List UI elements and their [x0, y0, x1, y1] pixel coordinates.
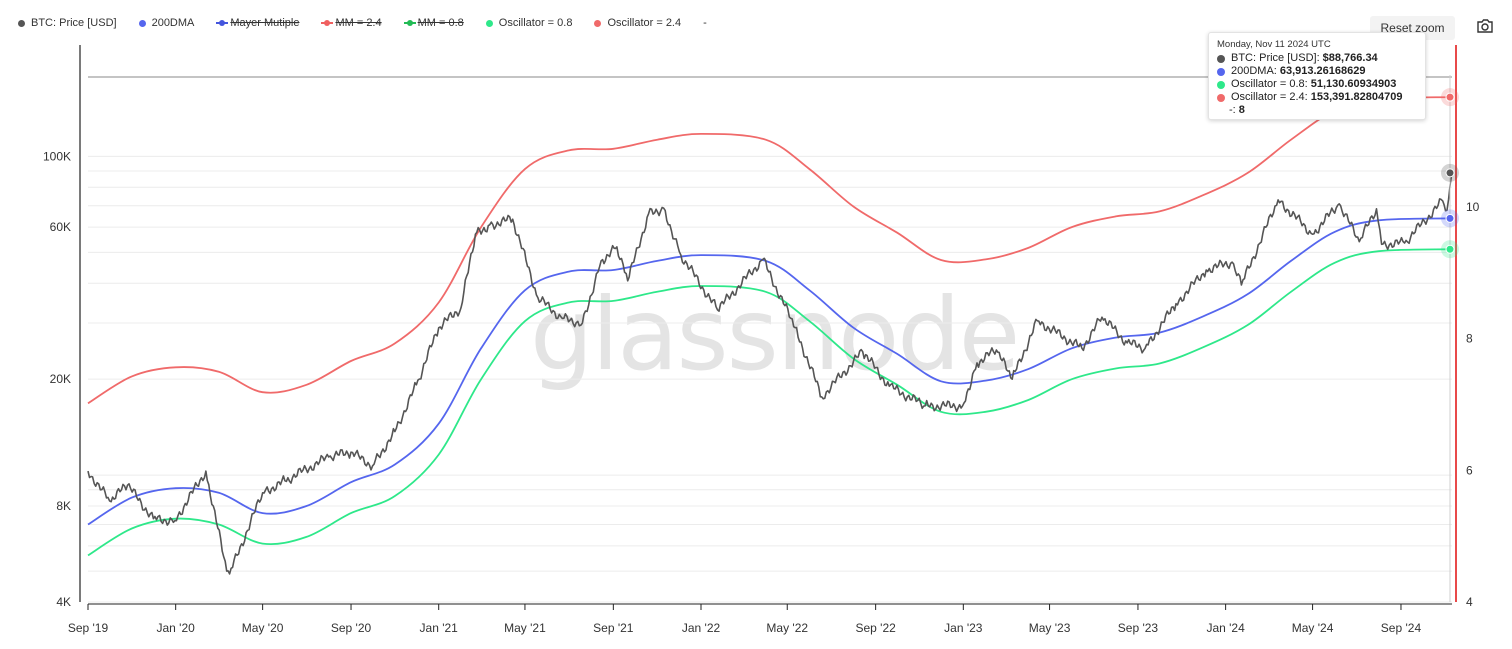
x-tick-label: May '21 [504, 621, 546, 635]
legend-item[interactable]: Oscillator = 2.4 [594, 17, 681, 29]
dma-marker [1445, 213, 1455, 223]
y-tick-label-left: 20K [50, 372, 71, 386]
legend-label: MM = 0.8 [417, 17, 464, 29]
y-tick-label-left: 4K [56, 595, 71, 609]
tooltip-row: Oscillator = 0.8: 51,130.60934903 [1217, 78, 1417, 91]
legend-item[interactable]: MM = 2.4 [321, 17, 382, 29]
chart-legend: BTC: Price [USD] 200DMA Mayer Mutiple MM = … [18, 12, 729, 34]
x-tick-label: May '23 [1029, 621, 1071, 635]
x-tick-label: Jan '22 [682, 621, 721, 635]
x-tick-label: May '20 [242, 621, 284, 635]
osc24-line [87, 96, 1453, 405]
tooltip-row: -: 8 [1229, 104, 1245, 116]
legend-label: Oscillator = 0.8 [498, 17, 573, 29]
x-tick-label: May '24 [1292, 621, 1334, 635]
legend-item[interactable]: Mayer Mutiple [216, 17, 299, 29]
legend-item[interactable]: MM = 0.8 [403, 17, 464, 29]
y-tick-label-right: 4 [1466, 595, 1473, 609]
price-marker [1445, 168, 1455, 178]
y-tick-label-right: 6 [1466, 463, 1473, 477]
x-tick-label: Jan '20 [157, 621, 196, 635]
x-tick-label: Jan '24 [1206, 621, 1245, 635]
x-tick-label: Jan '23 [944, 621, 983, 635]
osc08-marker [1445, 244, 1455, 254]
x-tick-label: May '22 [766, 621, 808, 635]
tooltip-date: Monday, Nov 11 2024 UTC [1217, 39, 1331, 50]
x-tick-label: Sep '24 [1381, 621, 1422, 635]
camera-icon[interactable] [1476, 18, 1494, 34]
tooltip: Monday, Nov 11 2024 UTC BTC: Price [USD]… [1208, 32, 1426, 120]
y-tick-label-left: 100K [43, 149, 71, 163]
legend-item[interactable]: BTC: Price [USD] [18, 17, 117, 29]
legend-item[interactable]: Oscillator = 0.8 [485, 17, 573, 29]
x-tick-label: Sep '21 [593, 621, 634, 635]
price-line [87, 172, 1453, 575]
y-tick-label-right: 10 [1466, 200, 1480, 214]
tooltip-row: BTC: Price [USD]: $88,766.34 [1217, 52, 1417, 65]
x-tick-label: Sep '23 [1118, 621, 1159, 635]
legend-label: Oscillator = 2.4 [607, 17, 682, 29]
tooltip-row: Oscillator = 2.4: 153,391.82804709 [1217, 91, 1417, 104]
x-tick-label: Sep '22 [855, 621, 896, 635]
x-tick-label: Sep '20 [331, 621, 372, 635]
osc08-line [87, 248, 1453, 557]
legend-label: BTC: Price [USD] [31, 17, 117, 29]
legend-label: MM = 2.4 [335, 17, 382, 29]
legend-label: - [703, 17, 707, 29]
x-tick-label: Jan '21 [420, 621, 459, 635]
y-tick-label-left: 8K [56, 499, 71, 513]
tooltip-row: 200DMA: 63,913.26168629 [1217, 65, 1417, 78]
legend-item[interactable]: 200DMA [138, 17, 195, 29]
osc24-marker [1445, 92, 1455, 102]
x-tick-label: Sep '19 [68, 621, 109, 635]
y-tick-label-left: 60K [50, 220, 71, 234]
legend-label: 200DMA [151, 17, 195, 29]
y-tick-label-right: 8 [1466, 332, 1473, 346]
legend-label: Mayer Mutiple [230, 17, 300, 29]
legend-item[interactable]: - [703, 17, 707, 29]
